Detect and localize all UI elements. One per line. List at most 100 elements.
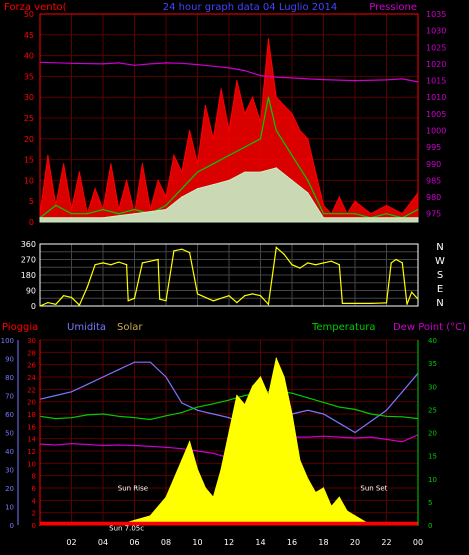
data-point-gust	[149, 208, 151, 211]
data-point-pressure	[417, 81, 419, 83]
data-point-direction	[417, 298, 419, 300]
data-point-direction	[47, 302, 49, 304]
x-tick-label: 20	[350, 229, 360, 230]
grid	[40, 243, 419, 307]
y-right-tick-label: 1015	[426, 77, 446, 86]
y-temp-tick-label: 15	[428, 453, 437, 461]
data-point-solar	[189, 441, 191, 443]
data-point-avg	[102, 217, 104, 219]
data-point-direction	[252, 293, 254, 295]
data-point-temperature	[244, 394, 246, 397]
data-point-humidity	[307, 409, 309, 411]
y-temp-tick-label: 25	[428, 406, 437, 414]
data-point-humidity	[70, 391, 73, 393]
x-tick-label: 08	[161, 229, 171, 230]
y-temp-tick-label: 5	[428, 499, 432, 507]
data-point-temperature	[401, 416, 403, 418]
data-point-gust	[322, 204, 325, 206]
data-point-avg	[385, 217, 388, 219]
data-point-pressure	[322, 79, 325, 81]
data-point-speed	[267, 96, 269, 98]
data-point-direction	[315, 264, 317, 266]
y-tick-label: 360	[21, 240, 36, 249]
data-point-humidity	[86, 383, 88, 385]
axes: 0246810121416182022242628300102030405060…	[1, 337, 437, 547]
y-rain-tick-label: 2	[32, 510, 36, 518]
data-point-humidity	[55, 394, 57, 397]
data-point-pressure	[259, 75, 262, 77]
data-point-dewpoint	[354, 437, 356, 439]
y-rain-tick-label: 20	[27, 399, 36, 407]
y-left-tick-label: 10	[24, 176, 34, 185]
y-rain-tick-label: 26	[27, 362, 36, 370]
y-left-tick-label: 20	[24, 135, 34, 144]
data-point-direction	[236, 302, 238, 304]
series-speed-line	[39, 97, 419, 219]
data-point-solar	[133, 519, 136, 521]
series-layer	[39, 38, 419, 223]
data-point-gust	[267, 38, 269, 40]
y-humidity-tick-label: 60	[5, 411, 14, 419]
data-point-direction	[395, 258, 397, 261]
data-point-direction	[244, 295, 246, 297]
data-point-direction	[267, 303, 269, 305]
y-right-tick-label: 995	[426, 143, 441, 152]
data-point-direction	[39, 305, 41, 307]
data-point-gust	[283, 104, 285, 107]
data-point-speed	[338, 213, 340, 215]
data-point-solar	[338, 496, 340, 498]
data-point-speed	[275, 129, 277, 132]
data-point-solar	[346, 510, 348, 512]
data-point-direction	[228, 295, 230, 297]
data-point-temperature	[55, 418, 57, 420]
data-point-solar	[212, 496, 214, 498]
data-point-speed	[196, 171, 199, 173]
y-rain-tick-label: 10	[27, 460, 36, 468]
temperature-label: Temperatura	[311, 322, 376, 333]
y-rain-tick-label: 16	[27, 423, 36, 431]
y-rain-tick-label: 12	[27, 448, 36, 456]
data-point-avg	[133, 213, 136, 215]
y-left-tick-label: 35	[24, 72, 34, 81]
data-point-gust	[78, 171, 80, 173]
y-rain-tick-label: 24	[27, 374, 36, 382]
x-tick-label: 18	[318, 229, 328, 230]
grid	[40, 339, 419, 526]
x-tick-label: 22	[381, 538, 391, 547]
data-point-solar	[196, 468, 199, 471]
data-point-direction	[307, 262, 309, 264]
y-right-tick-label: 985	[426, 176, 441, 185]
data-point-humidity	[118, 369, 120, 371]
data-point-solar	[267, 394, 269, 397]
data-point-direction	[212, 300, 214, 302]
data-point-direction	[370, 302, 372, 304]
y-humidity-tick-label: 40	[5, 448, 14, 456]
chart-title: 24 hour graph data 04 Luglio 2014	[163, 2, 337, 13]
y-right-tick-label: 1020	[426, 60, 446, 69]
x-tick-label: 16	[287, 229, 297, 230]
x-tick-label: 14	[255, 538, 265, 547]
data-point-gust	[126, 179, 128, 181]
data-point-humidity	[212, 413, 214, 415]
x-tick-label: 06	[129, 229, 139, 230]
data-point-direction	[181, 248, 183, 250]
data-point-speed	[118, 213, 120, 215]
x-tick-label: 00	[413, 538, 423, 547]
data-point-pressure	[118, 62, 120, 64]
data-point-solar	[236, 394, 238, 397]
y-right-tick-label: 1025	[426, 43, 446, 52]
data-point-temperature	[291, 392, 293, 394]
data-point-humidity	[385, 409, 388, 411]
y-rain-tick-label: 28	[27, 349, 36, 357]
x-tick-label: 22	[381, 229, 391, 230]
annotations: Sun Rise Sun Set Sun 7.05c	[109, 484, 388, 532]
data-point-direction	[390, 262, 392, 264]
data-point-solar	[228, 431, 230, 434]
x-tick-label: 12	[224, 538, 234, 547]
data-point-speed	[291, 154, 293, 156]
data-point-direction	[149, 260, 151, 262]
data-point-gust	[141, 163, 143, 165]
y-left-tick-label: 15	[24, 156, 34, 165]
data-point-gust	[204, 104, 206, 107]
